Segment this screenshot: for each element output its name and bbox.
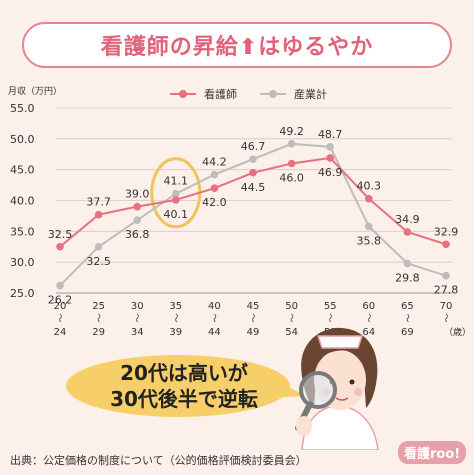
data-point [403, 259, 412, 268]
x-tick-label: 35 [169, 301, 182, 312]
chart-title: 看護師の昇給⬆はゆるやか [100, 35, 374, 60]
data-label-nurse: 42.0 [202, 196, 227, 209]
x-tick-tilde: 〜 [54, 313, 64, 322]
x-tick-tilde: 〜 [363, 313, 373, 322]
legend-marker [179, 90, 187, 98]
data-label-industry: 32.5 [86, 255, 111, 268]
data-label-nurse: 40.1 [164, 208, 189, 221]
line-chart: 月収（万円）55.050.045.040.035.030.025.020〜242… [8, 85, 471, 338]
x-tick-label: 60 [362, 301, 375, 312]
data-point [365, 194, 373, 203]
x-tick-tilde: 〜 [131, 313, 141, 322]
data-point [172, 196, 180, 204]
callout-text: 20代は高いが 30代後半で逆転 [68, 360, 300, 412]
x-tick-label: 64 [362, 327, 375, 338]
y-axis-label: 月収（万円） [8, 85, 62, 97]
y-tick-label: 40.0 [10, 195, 35, 208]
y-tick-label: 35.0 [10, 225, 35, 238]
x-tick-tilde: 〜 [93, 313, 103, 322]
data-label-nurse: 46.9 [318, 166, 343, 179]
title-box: 看護師の昇給⬆はゆるやか [22, 22, 452, 68]
data-point [94, 242, 103, 251]
x-tick-tilde: 〜 [208, 313, 218, 322]
x-tick-tilde: 〜 [401, 313, 411, 322]
x-tick-tilde: 〜 [286, 313, 296, 322]
data-point [287, 159, 296, 168]
y-tick-label: 30.0 [10, 256, 35, 269]
data-label-industry: 44.2 [202, 156, 227, 169]
data-label-industry: 49.2 [279, 125, 304, 138]
legend-label: 産業計 [294, 87, 327, 101]
y-tick-label: 25.0 [10, 287, 35, 300]
data-point [403, 228, 412, 236]
x-tick-label: 40 [208, 301, 221, 312]
data-label-industry: 29.8 [395, 271, 420, 284]
speech-bubble [66, 355, 306, 417]
data-point [210, 184, 219, 192]
x-tick-label: 54 [285, 327, 298, 338]
data-point [133, 202, 141, 211]
data-label-industry: 35.8 [357, 234, 382, 247]
data-point [326, 154, 335, 162]
data-point [287, 139, 296, 148]
data-label-nurse: 46.0 [279, 172, 304, 185]
x-tick-label: 49 [247, 327, 260, 338]
data-label-nurse: 32.9 [434, 225, 459, 238]
x-tick-tilde: 〜 [247, 313, 257, 322]
x-tick-label: 34 [131, 327, 144, 338]
data-label-industry: 27.8 [434, 284, 459, 297]
data-point [172, 189, 180, 198]
data-point [210, 170, 219, 179]
data-point [326, 143, 335, 151]
data-point [365, 222, 373, 231]
data-point [56, 281, 64, 290]
callout-line1: 20代は高いが [120, 361, 248, 385]
x-tick-tilde: 〜 [440, 313, 450, 322]
x-tick-label: 44 [208, 327, 221, 338]
data-label-industry: 36.8 [125, 228, 150, 241]
x-tick-label: 70 [440, 301, 453, 312]
x-tick-tilde: 〜 [170, 313, 180, 322]
data-label-industry: 26.2 [48, 294, 73, 307]
x-tick-tilde: 〜 [324, 313, 334, 322]
x-tick-label: 24 [54, 327, 67, 338]
data-point [56, 242, 64, 251]
callout-line2: 30代後半で逆転 [110, 387, 258, 411]
data-label-nurse: 40.3 [357, 180, 382, 193]
data-point [249, 168, 257, 177]
data-label-industry: 48.7 [318, 128, 343, 141]
data-label-nurse: 37.7 [86, 196, 111, 209]
source-note: 出典：公定価格の制度について（公的価格評価検討委員会） [10, 454, 307, 467]
x-tick-label: 30 [131, 301, 144, 312]
data-label-industry: 46.7 [241, 140, 266, 153]
data-label-nurse: 44.5 [241, 181, 266, 194]
x-tick-label: 39 [169, 327, 182, 338]
data-label-industry: 41.1 [164, 175, 189, 188]
x-tick-label: 29 [92, 327, 105, 338]
legend-label: 看護師 [204, 87, 237, 101]
nurse-illustration [295, 327, 379, 450]
data-point [442, 271, 450, 280]
x-axis-unit: （歳） [444, 326, 471, 338]
data-label-nurse: 39.0 [125, 188, 150, 201]
x-tick-label: 55 [324, 301, 337, 312]
x-tick-label: 65 [401, 301, 414, 312]
y-tick-label: 45.0 [10, 164, 35, 177]
x-tick-label: 69 [401, 327, 414, 338]
up-arrow-icon: ⬆ [238, 35, 259, 60]
legend-marker [269, 90, 277, 98]
y-tick-label: 55.0 [10, 102, 35, 115]
data-point [133, 216, 141, 225]
data-point [94, 210, 103, 219]
x-tick-label: 25 [92, 301, 105, 312]
data-label-nurse: 34.9 [395, 213, 420, 226]
brand-logo: 看護roo! [398, 441, 467, 464]
x-tick-label: 45 [247, 301, 260, 312]
y-tick-label: 50.0 [10, 133, 35, 146]
data-point [442, 240, 450, 249]
data-point [249, 155, 257, 163]
data-label-nurse: 32.5 [48, 228, 73, 241]
x-tick-label: 50 [285, 301, 298, 312]
x-tick-label: 20 [54, 301, 67, 312]
